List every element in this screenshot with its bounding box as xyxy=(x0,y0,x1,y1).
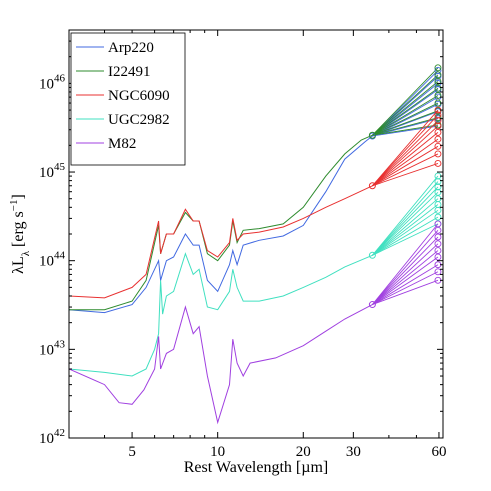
legend: Arp220 I22491 NGC6090 UGC2982 M82 xyxy=(70,32,186,166)
fan-line-m82 xyxy=(372,264,439,305)
fan-line-ugc2982 xyxy=(372,175,439,256)
fan-marker-m82 xyxy=(434,233,442,241)
legend-label-arp220: Arp220 xyxy=(108,40,154,56)
y-tick-label: 1046 xyxy=(39,72,66,92)
anchor-layer xyxy=(368,64,442,309)
fan-marker-i22491 xyxy=(434,71,442,79)
fan-line-m82 xyxy=(372,271,439,305)
fan-marker-i22491 xyxy=(434,64,442,72)
x-tick-label: 60 xyxy=(431,444,446,460)
fan-line-arp220 xyxy=(372,125,439,137)
y-tick-label: 1045 xyxy=(39,161,66,181)
fan-line-ngc6090 xyxy=(372,120,439,187)
fan-marker-m82 xyxy=(434,268,442,276)
fan-line-ugc2982 xyxy=(372,216,439,256)
fan-line-ugc2982 xyxy=(372,223,439,256)
y-tick-label: 1044 xyxy=(39,250,66,270)
fan-line-ugc2982 xyxy=(372,198,439,256)
fan-marker-ngc6090 xyxy=(434,135,442,143)
fan-marker-ugc2982 xyxy=(434,206,442,214)
fan-marker-i22491 xyxy=(434,114,442,122)
fan-line-ngc6090 xyxy=(372,163,439,187)
fan-line-ngc6090 xyxy=(372,145,439,187)
fan-line-ngc6090 xyxy=(372,125,439,187)
legend-label-ngc6090: NGC6090 xyxy=(108,88,170,104)
x-tick-label: 5 xyxy=(128,444,136,460)
fan-marker-i22491 xyxy=(434,84,442,92)
fan-line-ngc6090 xyxy=(372,153,439,187)
y-tick-label: 1042 xyxy=(39,427,65,447)
fan-line-i22491 xyxy=(372,110,439,136)
legend-label-i22491: I22491 xyxy=(108,64,151,80)
tick-layer: 5 10 20 30 60 1042 1043 1044 1045 1046 xyxy=(39,29,446,460)
x-axis-title: Rest Wavelength [µm] xyxy=(184,459,329,476)
fan-line-ngc6090 xyxy=(372,138,439,187)
anchor-marker-ngc6090 xyxy=(368,182,376,190)
fan-line-ugc2982 xyxy=(372,192,439,256)
fan-marker-ugc2982 xyxy=(434,213,442,221)
series-layer xyxy=(69,67,439,425)
fan-line-i22491 xyxy=(372,87,439,136)
fan-line-i22491 xyxy=(372,95,439,136)
fan-line-i22491 xyxy=(372,81,439,136)
fan-line-ngc6090 xyxy=(372,132,439,187)
fan-line-ugc2982 xyxy=(372,204,439,256)
fan-line-i22491 xyxy=(372,74,439,136)
fan-line-m82 xyxy=(372,236,439,305)
x-tick-label: 10 xyxy=(210,444,225,460)
fan-line-m82 xyxy=(372,243,439,305)
series-line-ngc6090 xyxy=(69,185,373,299)
fan-marker-ngc6090 xyxy=(434,128,442,136)
series-line-i22491 xyxy=(69,134,373,311)
legend-label-m82: M82 xyxy=(108,136,136,152)
fan-marker-ugc2982 xyxy=(434,183,442,191)
fan-line-ugc2982 xyxy=(372,181,439,256)
fan-line-m82 xyxy=(372,279,439,305)
fan-marker-m82 xyxy=(434,253,442,261)
fan-line-i22491 xyxy=(372,102,439,136)
fan-marker-ngc6090 xyxy=(434,117,442,125)
fan-marker-ugc2982 xyxy=(434,178,442,186)
x-tick-label: 30 xyxy=(346,444,361,460)
legend-label-ugc2982: UGC2982 xyxy=(108,112,170,128)
series-line-arp220 xyxy=(69,135,373,314)
anchor-marker-i22491 xyxy=(368,131,376,139)
fan-line-m82 xyxy=(372,230,439,305)
fan-line-m82 xyxy=(372,256,439,305)
fan-line-ugc2982 xyxy=(372,186,439,256)
fan-marker-ngc6090 xyxy=(434,159,442,167)
fan-line-i22491 xyxy=(372,67,439,136)
fan-line-ngc6090 xyxy=(372,109,439,187)
fan-marker-m82 xyxy=(434,226,442,234)
fan-line-i22491 xyxy=(372,117,439,136)
fan-marker-i22491 xyxy=(434,92,442,99)
anchor-marker-ugc2982 xyxy=(368,251,376,259)
fan-line-m82 xyxy=(372,223,439,305)
anchor-marker-m82 xyxy=(368,301,376,309)
fan-line-ngc6090 xyxy=(372,114,439,187)
series-line-m82 xyxy=(69,304,373,425)
x-tick-label: 20 xyxy=(296,444,311,460)
fan-marker-ngc6090 xyxy=(434,150,442,158)
fan-marker-ngc6090 xyxy=(434,142,442,150)
y-tick-label: 1043 xyxy=(39,338,66,358)
fan-line-ugc2982 xyxy=(372,209,439,256)
fan-marker-i22491 xyxy=(434,78,442,85)
series-line-ugc2982 xyxy=(69,252,373,377)
fan-line-m82 xyxy=(372,250,439,305)
fan-marker-m82 xyxy=(434,240,442,248)
